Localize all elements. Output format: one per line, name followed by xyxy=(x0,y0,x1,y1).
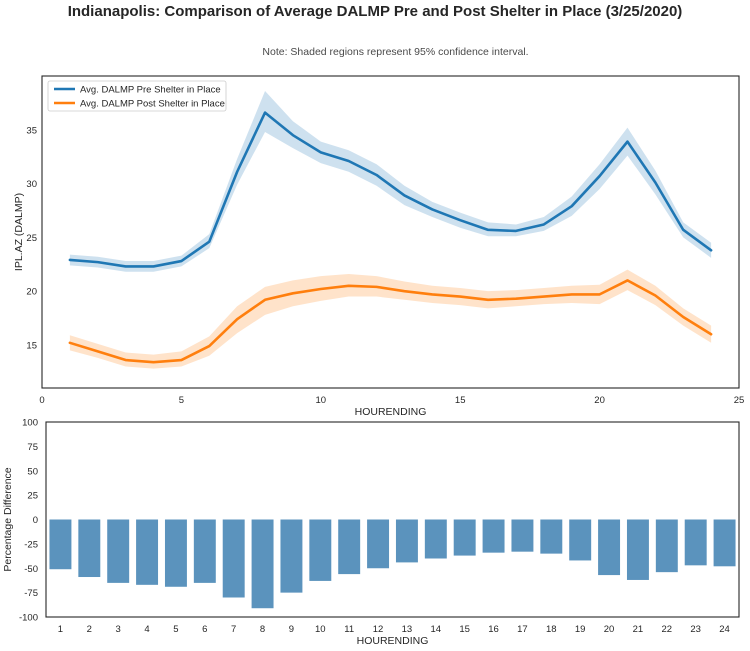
ci-bands xyxy=(69,91,712,369)
bar-x-tick-label: 24 xyxy=(719,624,730,635)
legend-label-pre: Avg. DALMP Pre Shelter in Place xyxy=(80,85,221,96)
bar-y-tick-label: 50 xyxy=(27,466,38,477)
x-tick-label: 10 xyxy=(316,395,327,406)
bar-y-tick-label: -100 xyxy=(19,613,38,624)
bar-x-tick-label: 16 xyxy=(488,624,499,635)
bar-x-tick-label: 18 xyxy=(546,624,557,635)
y-tick-label: 30 xyxy=(26,179,37,190)
bar-chart-frame xyxy=(45,421,740,618)
bar-x-tick-label: 20 xyxy=(604,624,615,635)
y-tick-label: 25 xyxy=(26,233,37,244)
bar xyxy=(684,519,707,566)
bar-x-tick-label: 1 xyxy=(58,624,63,635)
bar-x-tick-label: 19 xyxy=(575,624,586,635)
bar xyxy=(193,519,216,583)
y-axis-label: IPL.AZ (DALMP) xyxy=(13,193,25,271)
bar-y-axis-label: Percentage Difference xyxy=(2,467,14,571)
chart-title: Indianapolis: Comparison of Average DALM… xyxy=(67,3,683,20)
chart-note: Note: Shaded regions represent 95% confi… xyxy=(262,46,529,58)
ci-band-pre xyxy=(69,91,712,272)
line-chart-panel: 0 5 10 15 20 25 15 20 25 30 35 HOURENDING IPL.AZ … xyxy=(13,75,744,418)
bar xyxy=(164,519,187,587)
bar xyxy=(222,519,245,598)
bar-x-tick-label: 7 xyxy=(231,624,236,635)
series-line-pre xyxy=(68,111,713,268)
bar-y-tick-label: -25 xyxy=(24,539,38,550)
bar xyxy=(655,519,678,573)
bar xyxy=(78,519,101,578)
bar xyxy=(453,519,476,556)
bar xyxy=(626,519,649,580)
x-tick-label: 5 xyxy=(179,395,184,406)
bar-x-tick-label: 11 xyxy=(344,624,354,635)
x-tick-labels: 0 5 10 15 20 25 xyxy=(39,395,744,406)
bar xyxy=(395,519,418,563)
bar xyxy=(540,519,563,554)
bar xyxy=(424,519,447,559)
bar-x-tick-label: 8 xyxy=(260,624,265,635)
series-line-post xyxy=(68,279,713,364)
bar xyxy=(569,519,592,561)
bar-x-tick-label: 15 xyxy=(459,624,470,635)
bar-x-tick-label: 12 xyxy=(373,624,384,635)
x-tick-label: 20 xyxy=(594,395,605,406)
series-lines xyxy=(68,111,713,364)
legend-label-post: Avg. DALMP Post Shelter in Place xyxy=(80,99,225,110)
bar-y-tick-label: 0 xyxy=(33,515,38,526)
bar-y-tick-label: 25 xyxy=(27,491,38,502)
line-chart-frame xyxy=(41,75,740,389)
bar xyxy=(280,519,303,593)
legend-box xyxy=(47,80,227,112)
bar xyxy=(107,519,130,583)
bar-y-tick-label: 100 xyxy=(22,418,38,429)
bar-y-tick-label: 75 xyxy=(27,442,38,453)
bar-x-tick-label: 6 xyxy=(202,624,207,635)
bar xyxy=(49,519,72,570)
bars xyxy=(49,519,736,609)
bar-x-tick-label: 2 xyxy=(87,624,92,635)
bar xyxy=(511,519,534,552)
bar xyxy=(251,519,274,609)
x-tick-label: 25 xyxy=(734,395,745,406)
bar xyxy=(136,519,159,585)
x-axis-label: HOURENDING xyxy=(355,406,427,418)
bar-x-tick-label: 23 xyxy=(690,624,701,635)
bar xyxy=(309,519,332,581)
bar xyxy=(367,519,390,569)
bar-x-tick-label: 3 xyxy=(116,624,121,635)
bar-x-tick-label: 14 xyxy=(431,624,442,635)
bar-x-axis-label: HOURENDING xyxy=(357,635,429,647)
bar xyxy=(338,519,361,575)
ci-band-post xyxy=(69,269,712,369)
bar-x-tick-label: 5 xyxy=(173,624,178,635)
y-tick-label: 35 xyxy=(26,125,37,136)
x-tick-label: 15 xyxy=(455,395,466,406)
bar xyxy=(598,519,621,576)
bar xyxy=(713,519,736,567)
bar-y-tick-label: -75 xyxy=(24,588,38,599)
bar xyxy=(482,519,505,553)
x-tick-label: 0 xyxy=(39,395,44,406)
bar-y-tick-labels: 100 75 50 25 0 -25 -50 -75 -100 xyxy=(19,418,38,624)
bar-x-tick-label: 10 xyxy=(315,624,326,635)
bar-x-tick-label: 17 xyxy=(517,624,528,635)
y-tick-label: 20 xyxy=(26,287,37,298)
legend: Avg. DALMP Pre Shelter in Place Avg. DAL… xyxy=(47,80,227,112)
bar-x-tick-labels: 1 2 3 4 5 6 7 8 9 10 11 12 13 14 15 16 17 18 19 20 21 22 23 24 xyxy=(58,624,730,635)
bar-x-tick-label: 9 xyxy=(289,624,294,635)
bar-chart-panel: 1 2 3 4 5 6 7 8 9 10 11 12 13 14 15 16 17 18 19 20 21 22 23 24 … xyxy=(2,418,740,647)
bar-x-tick-label: 21 xyxy=(633,624,644,635)
bar-x-tick-label: 4 xyxy=(144,624,149,635)
bar-x-tick-label: 13 xyxy=(402,624,413,635)
y-tick-label: 15 xyxy=(26,340,37,351)
y-tick-labels: 15 20 25 30 35 xyxy=(26,125,37,351)
bar-x-tick-label: 22 xyxy=(662,624,673,635)
bar-y-tick-label: -50 xyxy=(24,564,38,575)
